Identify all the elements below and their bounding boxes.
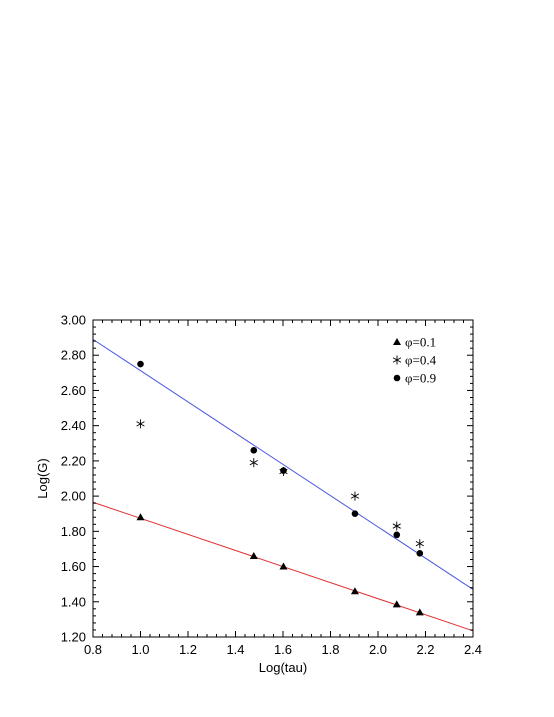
legend-label: φ=0.4 [405, 353, 437, 368]
legend: φ=0.1 φ=0.4 φ=0.9 [392, 335, 437, 386]
x-tick-label: 0.8 [84, 642, 102, 657]
legend-marker-1 [393, 338, 401, 345]
point-series-2 [415, 539, 424, 549]
point-series-1 [415, 608, 424, 616]
y-tick-label: 1.40 [61, 594, 86, 609]
y-tick-label: 2.40 [61, 418, 86, 433]
y-tick-label: 1.80 [61, 524, 86, 539]
x-tick-label: 1.0 [131, 642, 149, 657]
point-series-3 [416, 550, 424, 557]
y-tick-label: 1.20 [61, 630, 86, 645]
x-tick-label: 2.4 [464, 642, 482, 657]
point-series-1 [136, 513, 145, 521]
point-series-3 [351, 510, 359, 518]
point-series-1 [350, 587, 359, 595]
legend-marker-2 [392, 355, 402, 365]
y-tick-label: 2.80 [61, 348, 86, 363]
y-axis-title: Log(G) [35, 458, 50, 498]
y-tick-label: 2.60 [61, 383, 86, 398]
point-series-2 [249, 458, 258, 468]
x-tick-label: 2.0 [369, 642, 387, 657]
x-tick-label: 2.2 [416, 642, 434, 657]
point-series-1 [249, 551, 258, 559]
x-tick-label: 1.2 [179, 642, 197, 657]
legend-marker-3 [393, 374, 401, 382]
plot-frame [92, 319, 474, 638]
point-series-1 [279, 562, 288, 570]
point-series-2 [136, 419, 145, 429]
x-tick-label: 1.8 [321, 642, 339, 657]
x-axis-title: Log(tau) [259, 660, 307, 675]
y-tick-labels: 1.20 1.40 1.60 1.80 2.00 2.20 2.40 2.60 2.80 3.00 [61, 313, 86, 645]
axis-ticks [92, 319, 474, 638]
point-series-3 [250, 447, 258, 454]
fit-line [92, 338, 474, 590]
point-series-2 [350, 491, 360, 501]
x-tick-labels: 0.8 1.0 1.2 1.4 1.6 1.8 2.0 2.2 2.4 [84, 642, 482, 657]
legend-label: φ=0.9 [405, 371, 436, 386]
x-tick-label: 1.4 [226, 642, 244, 657]
point-series-2 [392, 521, 401, 531]
x-tick-label: 1.6 [274, 642, 292, 657]
point-series-3 [280, 467, 287, 474]
y-tick-label: 1.60 [61, 559, 86, 574]
point-series-3 [393, 531, 401, 539]
y-tick-label: 2.20 [61, 453, 86, 468]
point-series-1 [392, 600, 401, 608]
data-points [136, 360, 424, 616]
legend-label: φ=0.1 [405, 335, 436, 350]
y-tick-label: 3.00 [61, 313, 86, 328]
y-tick-label: 2.00 [61, 489, 86, 504]
point-series-3 [137, 360, 144, 368]
